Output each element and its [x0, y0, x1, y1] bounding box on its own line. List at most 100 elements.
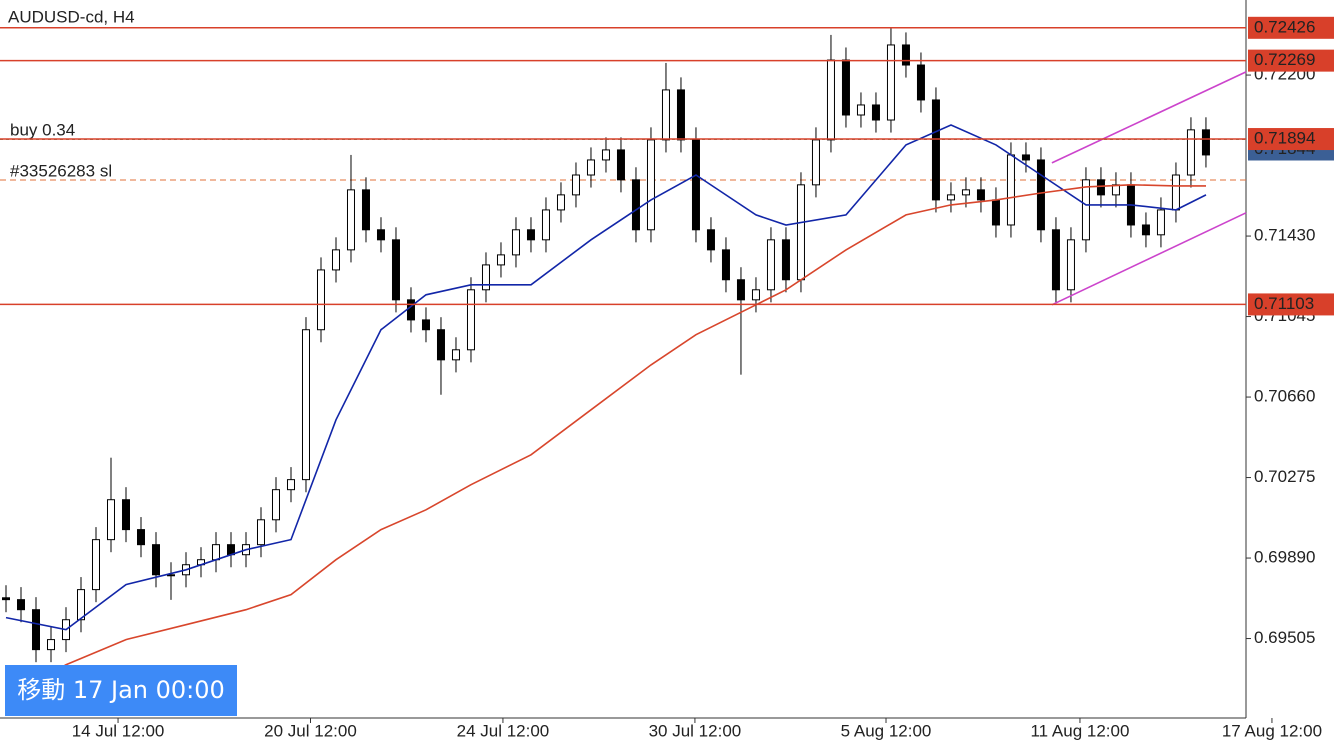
candle-body [1156, 209, 1165, 236]
candle-body [286, 479, 295, 491]
candle-body [916, 64, 925, 101]
candle-body [541, 209, 550, 241]
level-box [1248, 16, 1334, 39]
candle-body [751, 289, 760, 301]
candle-body [766, 239, 775, 291]
candle-body [1, 597, 10, 601]
candle-body [121, 499, 130, 531]
candle-body [91, 539, 100, 591]
y-tick-label: 0.69505 [1254, 628, 1315, 647]
x-tick-label: 20 Jul 12:00 [264, 721, 357, 740]
candle-body [706, 229, 715, 251]
level-label: 0.72426 [1254, 17, 1315, 36]
candle-body [1066, 239, 1075, 291]
candle-body [256, 519, 265, 546]
candle-body [946, 194, 955, 201]
chart-title: AUDUSD-cd, H4 [8, 7, 135, 26]
candle-body [451, 349, 460, 361]
candle-body [481, 264, 490, 291]
candle-body [331, 249, 340, 271]
candle-body [1201, 129, 1210, 156]
candle-body [1186, 129, 1195, 176]
candle-body [271, 489, 280, 521]
level-label: 0.71103 [1254, 294, 1314, 313]
candle-body [661, 89, 670, 141]
candle-body [1171, 174, 1180, 211]
x-tick-label: 11 Aug 12:00 [1030, 721, 1129, 740]
candle-body [526, 229, 535, 241]
candle-body [511, 229, 520, 256]
level-box [1248, 293, 1334, 316]
candle-body [436, 329, 445, 361]
y-tick-label: 0.71430 [1254, 226, 1315, 245]
candle-body [301, 329, 310, 481]
order-label: buy 0.34 [10, 121, 75, 140]
candle-body [106, 499, 115, 541]
order-label: #33526283 sl [10, 162, 112, 181]
candle-body [556, 194, 565, 211]
candle-body [346, 189, 355, 251]
candle-body [631, 179, 640, 231]
x-tick-label: 17 Aug 12:00 [1222, 721, 1322, 740]
candle-body [736, 279, 745, 301]
candle-body [211, 544, 220, 561]
candle-body [76, 589, 85, 621]
y-tick-label: 0.69890 [1254, 548, 1315, 567]
level-box [1248, 49, 1334, 72]
candle-body [1081, 179, 1090, 241]
candle-body [361, 189, 370, 231]
candle-body [811, 139, 820, 186]
candle-body [406, 299, 415, 321]
candle-body [961, 189, 970, 196]
candle-body [46, 639, 55, 651]
candle-body [136, 529, 145, 546]
moving-average [5, 124, 1207, 631]
candle-body [1021, 154, 1030, 161]
candle-body [886, 44, 895, 121]
candle-body [1096, 179, 1105, 196]
y-tick-label: 0.70275 [1254, 467, 1315, 486]
candle-body [871, 104, 880, 121]
candle-body [1036, 159, 1045, 231]
candle-body [166, 574, 175, 577]
candle-body [676, 89, 685, 141]
candle-body [151, 544, 160, 576]
candle-body [421, 319, 430, 331]
x-tick-label: 24 Jul 12:00 [457, 721, 550, 740]
jump-button[interactable]: 移動 17 Jan 00:00 [5, 665, 237, 716]
x-tick-label: 14 Jul 12:00 [72, 721, 165, 740]
candle-body [31, 609, 40, 651]
channel-line [1051, 212, 1247, 306]
moving-average [5, 183, 1206, 701]
candle-body [616, 149, 625, 181]
candle-body [841, 59, 850, 116]
candle-body [826, 59, 835, 141]
candle-body [601, 149, 610, 161]
x-tick-label: 30 Jul 12:00 [649, 721, 742, 740]
candle-body [691, 139, 700, 231]
candle-body [856, 104, 865, 116]
level-box [1248, 128, 1334, 151]
candle-body [1051, 229, 1060, 291]
candle-body [781, 239, 790, 281]
candle-body [721, 249, 730, 281]
candle-body [376, 229, 385, 241]
candle-body [976, 189, 985, 201]
y-tick-label: 0.70660 [1254, 387, 1315, 406]
candle-body [991, 199, 1000, 226]
candle-body [1006, 154, 1015, 226]
candle-body [16, 599, 25, 611]
channel-line [1051, 71, 1247, 164]
level-label: 0.71894 [1254, 129, 1315, 148]
candle-body [496, 254, 505, 266]
candle-body [1141, 224, 1150, 236]
candle-body [931, 99, 940, 201]
candle-body [796, 184, 805, 281]
candle-body [316, 269, 325, 331]
candle-body [391, 239, 400, 301]
candle-body [586, 159, 595, 176]
candle-body [901, 44, 910, 66]
x-tick-label: 5 Aug 12:00 [841, 721, 932, 740]
candle-body [571, 174, 580, 196]
